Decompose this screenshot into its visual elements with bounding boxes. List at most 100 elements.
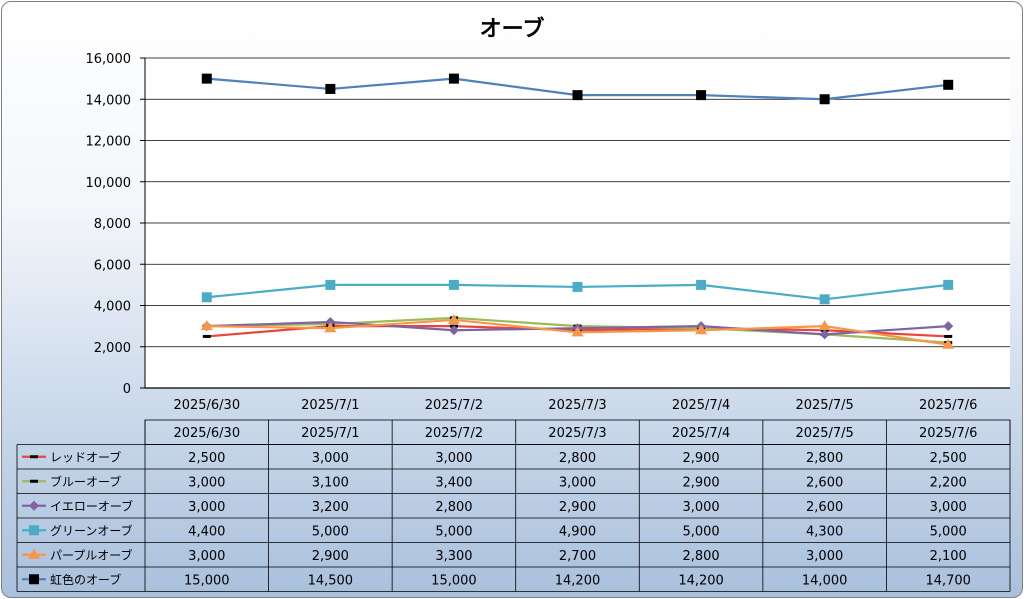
data-label: 2,500 [930, 451, 967, 466]
data-label: 14,200 [555, 573, 601, 588]
table-header-cell: 2025/7/3 [548, 426, 606, 441]
data-label: 5,000 [930, 524, 967, 539]
marker-triangle [942, 338, 955, 349]
marker-square [325, 279, 336, 290]
data-label: 2,200 [930, 475, 967, 490]
marker-square [943, 79, 954, 90]
marker-triangle [28, 548, 40, 559]
data-label: 5,000 [682, 524, 719, 539]
marker-triangle [200, 320, 213, 331]
marker-square [448, 73, 459, 84]
y-tick-label: 4,000 [94, 300, 131, 315]
x-tick-label: 2025/7/2 [425, 398, 483, 413]
marker-triangle [447, 313, 460, 324]
marker-triangle [695, 324, 708, 335]
table-header-cell: 2025/7/2 [425, 426, 483, 441]
data-label: 2,800 [435, 500, 472, 515]
marker-square [943, 279, 954, 290]
table-header-cell: 2025/7/5 [795, 426, 853, 441]
marker-triangle [818, 320, 831, 331]
data-label: 2,900 [559, 500, 596, 515]
data-label: 5,000 [312, 524, 349, 539]
data-label: 2,900 [682, 475, 719, 490]
plot-area: 0 2,000 4,000 6,000 8,000 10,000 12,000 14,000 1… [86, 52, 1010, 413]
marker-dash [944, 334, 953, 338]
data-label: 3,000 [188, 475, 225, 490]
data-label: 2,900 [682, 451, 719, 466]
data-label: 4,300 [806, 524, 843, 539]
marker-square [819, 94, 830, 105]
data-label: 2,600 [806, 500, 843, 515]
marker-square [572, 281, 583, 292]
y-tick-label: 14,000 [86, 93, 132, 108]
table-header-cell: 2025/6/30 [173, 426, 240, 441]
marker-diamond [448, 325, 459, 336]
table-header-cell: 2025/7/1 [301, 426, 359, 441]
series-4 [201, 279, 954, 305]
marker-square [448, 279, 459, 290]
x-tick-label: 2025/7/4 [672, 398, 730, 413]
marker-square [29, 525, 39, 536]
marker-diamond [29, 500, 39, 511]
legend-label: グリーンオーブ [50, 523, 133, 538]
data-label: 3,000 [435, 451, 472, 466]
table-header-cell: 2025/7/6 [919, 426, 977, 441]
y-tick-label: 10,000 [86, 176, 132, 191]
data-label: 2,800 [806, 451, 843, 466]
data-label: 2,600 [806, 475, 843, 490]
data-label: 3,000 [806, 549, 843, 564]
legend-label: ブルーオーブ [50, 474, 121, 489]
data-label: 2,800 [559, 451, 596, 466]
table-header-cell: 2025/7/4 [672, 426, 730, 441]
legend-label: パープルオーブ [50, 547, 133, 562]
marker-square [201, 292, 212, 303]
data-label: 3,200 [312, 500, 349, 515]
marker-diamond [819, 329, 830, 340]
marker-square [29, 574, 39, 585]
marker-dash [30, 455, 38, 459]
marker-square [696, 90, 707, 101]
x-tick-label: 2025/7/6 [919, 398, 977, 413]
legend-label: イエローオーブ [50, 498, 133, 513]
data-label: 3,100 [312, 475, 349, 490]
data-label: 14,700 [925, 573, 971, 588]
marker-triangle [571, 326, 584, 337]
series-5 [200, 313, 955, 349]
data-label: 15,000 [184, 573, 230, 588]
data-label: 14,200 [678, 573, 724, 588]
data-label: 3,000 [682, 500, 719, 515]
x-tick-label: 2025/6/30 [173, 398, 240, 413]
data-label: 14,500 [308, 573, 354, 588]
data-label: 3,000 [312, 451, 349, 466]
marker-dash [202, 334, 211, 338]
y-tick-label: 16,000 [86, 52, 132, 67]
marker-triangle [324, 322, 337, 333]
data-label: 2,100 [930, 549, 967, 564]
marker-square [572, 90, 583, 101]
data-label: 2,700 [559, 549, 596, 564]
marker-diamond [325, 317, 336, 327]
data-label: 5,000 [435, 524, 472, 539]
data-label: 14,000 [802, 573, 848, 588]
data-label: 3,000 [188, 549, 225, 564]
y-tick-label: 8,000 [94, 217, 131, 232]
marker-square [201, 73, 212, 84]
series-6 [201, 73, 954, 105]
y-tick-label: 12,000 [86, 135, 132, 150]
x-tick-label: 2025/7/5 [795, 398, 853, 413]
data-label: 3,000 [188, 500, 225, 515]
chart-title: オーブ [480, 16, 545, 42]
data-label: 2,500 [188, 451, 225, 466]
data-label: 3,300 [435, 549, 472, 564]
data-label: 15,000 [431, 573, 477, 588]
marker-square [325, 83, 336, 94]
marker-dash [30, 479, 38, 483]
marker-square [819, 294, 830, 305]
marker-square [696, 279, 707, 290]
x-tick-label: 2025/7/3 [548, 398, 606, 413]
data-label: 2,900 [312, 549, 349, 564]
marker-diamond [943, 321, 954, 332]
data-table: 2025/6/30 2025/7/1 2025/7/2 2025/7/3 2025/7/… [16, 419, 1011, 592]
